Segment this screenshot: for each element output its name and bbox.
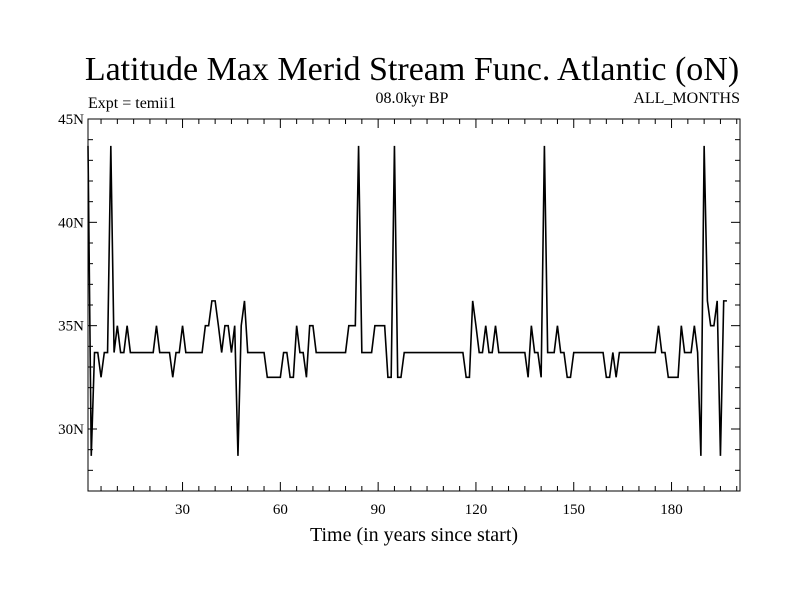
series-layer <box>87 145 727 456</box>
y-tick-label: 45N <box>58 112 84 128</box>
x-axis-ticks: 30 60 90 120 150 180 <box>100 119 738 518</box>
chart-subtitle-right: ALL_MONTHS <box>633 90 740 107</box>
plot-frame <box>87 118 741 492</box>
series-line-0 <box>87 145 727 456</box>
x-tick-label: 30 <box>175 502 190 518</box>
chart-title: Latitude Max Merid Stream Func. Atlantic… <box>85 51 739 88</box>
x-tick-label: 90 <box>371 502 386 518</box>
y-axis-ticks: 30N 35N 40N 45N <box>58 112 740 471</box>
y-tick-label: 35N <box>58 319 84 335</box>
x-tick-label: 150 <box>562 502 585 518</box>
x-tick-label: 180 <box>660 502 683 518</box>
y-tick-label: 30N <box>58 422 84 438</box>
x-tick-label: 120 <box>465 502 488 518</box>
x-tick-label: 60 <box>273 502 288 518</box>
y-tick-label: 40N <box>58 215 84 231</box>
x-axis-label: Time (in years since start) <box>310 524 518 546</box>
chart-subtitle-left: Expt = temii1 <box>88 95 176 112</box>
chart-subtitle-center: 08.0kyr BP <box>376 90 449 107</box>
